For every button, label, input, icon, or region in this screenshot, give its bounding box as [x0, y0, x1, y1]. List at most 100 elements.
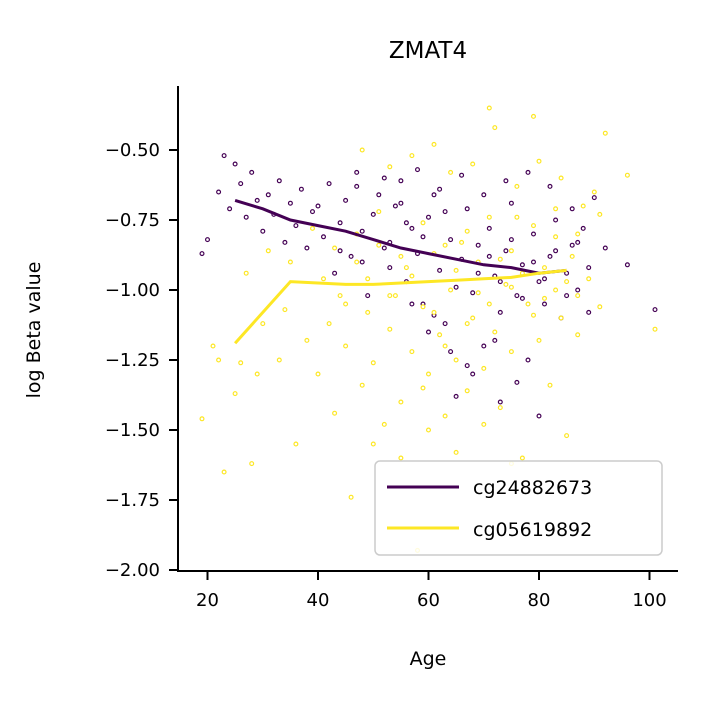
point-cg24882673-84 — [569, 206, 575, 212]
y-axis-label: log Beta value — [23, 262, 45, 399]
point-cg05619892-106 — [310, 225, 316, 231]
point-cg05619892-73 — [409, 153, 415, 159]
point-cg05619892-47 — [486, 105, 492, 111]
point-cg24882673-0 — [199, 251, 205, 257]
point-cg05619892-93 — [553, 287, 559, 293]
point-cg24882673-67 — [575, 287, 581, 293]
point-cg05619892-82 — [398, 455, 404, 461]
point-cg05619892-117 — [553, 206, 559, 212]
point-cg05619892-102 — [497, 256, 503, 262]
point-cg24882673-63 — [553, 217, 559, 223]
point-cg24882673-74 — [354, 183, 360, 189]
point-cg24882673-47 — [464, 206, 470, 212]
point-cg05619892-87 — [420, 385, 426, 391]
point-cg05619892-25 — [365, 309, 371, 315]
point-cg24882673-76 — [398, 200, 404, 206]
point-cg24882673-62 — [547, 253, 553, 259]
point-cg05619892-13 — [287, 259, 293, 265]
point-cg24882673-72 — [624, 262, 630, 268]
point-cg05619892-42 — [459, 239, 465, 245]
point-cg24882673-14 — [282, 239, 288, 245]
point-cg05619892-77 — [492, 125, 498, 131]
point-cg24882673-99 — [541, 276, 547, 282]
point-cg05619892-111 — [420, 220, 426, 226]
point-cg05619892-49 — [497, 405, 503, 411]
point-cg24882673-2 — [216, 189, 222, 195]
point-cg05619892-48 — [492, 329, 498, 335]
point-cg24882673-6 — [238, 181, 244, 187]
point-cg05619892-101 — [475, 290, 481, 296]
point-cg24882673-45 — [453, 393, 459, 399]
point-cg05619892-36 — [426, 371, 432, 377]
point-cg05619892-8 — [254, 371, 260, 377]
point-cg05619892-50 — [503, 281, 509, 287]
point-cg05619892-116 — [530, 223, 536, 229]
point-cg05619892-69 — [624, 172, 630, 178]
point-cg05619892-112 — [442, 242, 448, 248]
point-cg05619892-71 — [359, 147, 365, 153]
point-cg05619892-58 — [547, 382, 553, 388]
point-cg24882673-75 — [381, 175, 387, 181]
point-cg05619892-61 — [564, 433, 570, 439]
point-cg24882673-103 — [359, 259, 365, 265]
point-cg24882673-33 — [387, 265, 393, 271]
legend: cg24882673 cg05619892 — [374, 460, 663, 556]
point-cg05619892-33 — [409, 349, 415, 355]
y-tick-label: −1.25 — [105, 350, 160, 371]
trend-line-cg24882673 — [234, 198, 567, 275]
point-cg05619892-1 — [210, 343, 216, 349]
point-cg05619892-15 — [304, 337, 310, 343]
point-cg24882673-25 — [343, 197, 349, 203]
point-cg05619892-70 — [652, 326, 658, 332]
point-cg24882673-29 — [365, 293, 371, 299]
point-cg05619892-88 — [442, 343, 448, 349]
point-cg24882673-48 — [470, 290, 476, 296]
point-cg24882673-1 — [205, 237, 211, 243]
point-cg05619892-113 — [464, 228, 470, 234]
point-cg24882673-30 — [370, 211, 376, 217]
point-cg24882673-58 — [525, 357, 531, 363]
point-cg05619892-23 — [354, 259, 360, 265]
y-tick-label: −0.75 — [105, 210, 160, 231]
point-cg24882673-4 — [227, 206, 233, 212]
point-cg05619892-9 — [260, 321, 266, 327]
point-cg05619892-56 — [536, 337, 542, 343]
point-cg24882673-60 — [536, 279, 542, 285]
point-cg05619892-79 — [536, 158, 542, 164]
point-cg24882673-26 — [348, 253, 354, 259]
point-cg05619892-85 — [481, 421, 487, 427]
point-cg24882673-11 — [265, 192, 271, 198]
point-cg24882673-95 — [453, 284, 459, 290]
point-cg05619892-67 — [597, 304, 603, 310]
point-cg05619892-27 — [376, 242, 382, 248]
point-cg05619892-24 — [359, 382, 365, 388]
point-cg05619892-5 — [238, 360, 244, 366]
point-cg24882673-55 — [508, 200, 514, 206]
point-cg05619892-118 — [575, 231, 581, 237]
point-cg05619892-109 — [376, 209, 382, 215]
point-cg05619892-17 — [321, 276, 327, 282]
y-ticks: −2.00 −1.75 −1.50 −1.25 −1.00 −0.75 −0.50 — [105, 140, 178, 581]
point-cg24882673-5 — [232, 161, 238, 167]
point-cg05619892-66 — [591, 189, 597, 195]
point-cg05619892-40 — [448, 287, 454, 293]
point-cg05619892-107 — [332, 245, 338, 251]
legend-label-cg24882673: cg24882673 — [473, 477, 592, 499]
legend-box — [374, 460, 663, 556]
point-cg24882673-10 — [260, 228, 266, 234]
point-cg24882673-102 — [337, 248, 343, 254]
point-cg05619892-92 — [530, 312, 536, 318]
point-cg24882673-106 — [420, 234, 426, 240]
point-cg05619892-81 — [370, 441, 376, 447]
point-cg24882673-18 — [304, 245, 310, 251]
point-cg24882673-108 — [486, 253, 492, 259]
point-cg24882673-100 — [564, 293, 570, 299]
point-cg24882673-44 — [448, 237, 454, 243]
point-cg05619892-115 — [508, 248, 514, 254]
point-cg24882673-77 — [415, 167, 421, 173]
point-cg05619892-21 — [343, 343, 349, 349]
point-cg24882673-98 — [519, 295, 525, 301]
point-cg05619892-11 — [276, 357, 282, 363]
point-cg05619892-97 — [387, 293, 393, 299]
point-cg24882673-93 — [409, 301, 415, 307]
